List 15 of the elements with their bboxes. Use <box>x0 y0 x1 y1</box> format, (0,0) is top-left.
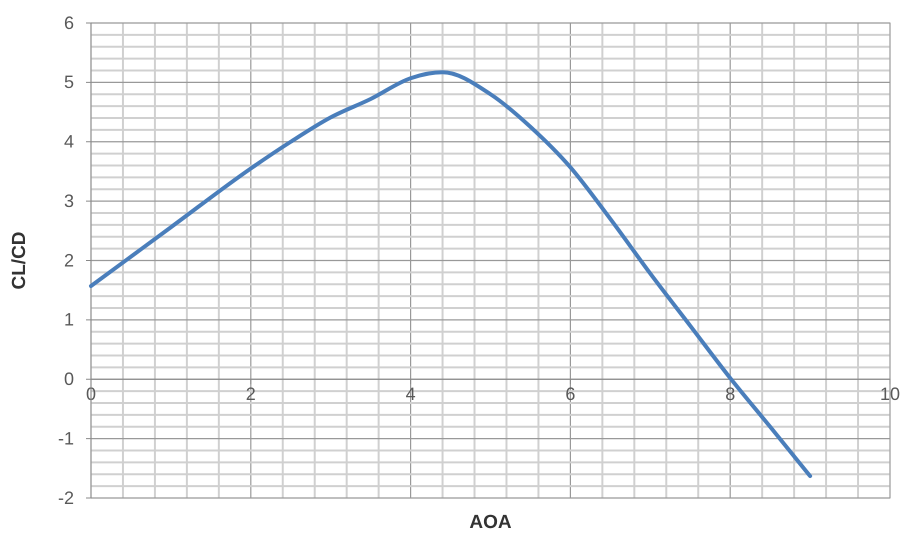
y-tick-label: 4 <box>64 132 74 152</box>
y-tick-label: 0 <box>64 369 74 390</box>
x-tick-label: 4 <box>406 384 416 404</box>
x-tick-label: 8 <box>725 384 736 404</box>
y-tick-label: 5 <box>64 72 74 92</box>
y-axis-title: CL/CD <box>9 231 30 290</box>
y-tick-label: 2 <box>64 250 74 270</box>
y-tick-label: 3 <box>64 190 74 211</box>
x-tick-label: 6 <box>565 384 576 404</box>
x-tick-label: 2 <box>246 384 256 404</box>
y-tick-label: -2 <box>58 488 74 508</box>
y-tick-label: 6 <box>64 12 74 33</box>
y-tick-label: -1 <box>58 428 74 448</box>
x-axis-title: AOA <box>469 512 512 533</box>
y-tick-label: 1 <box>64 310 74 330</box>
